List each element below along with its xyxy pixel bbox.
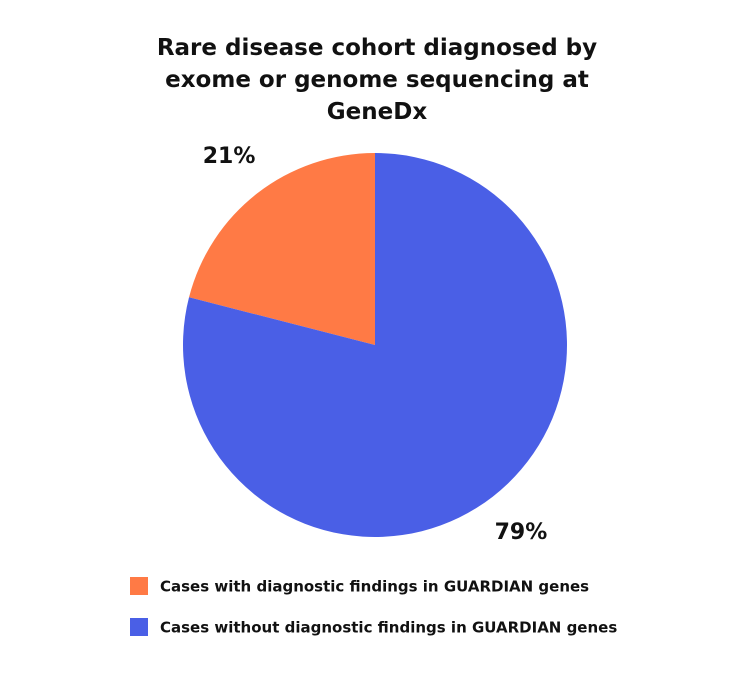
slice-label: 79%	[495, 520, 548, 545]
legend-swatch	[130, 618, 148, 636]
legend-label: Cases without diagnostic findings in GUA…	[160, 619, 617, 637]
legend-label: Cases with diagnostic findings in GUARDI…	[160, 578, 589, 596]
slice-label: 21%	[203, 144, 256, 169]
legend-swatch	[130, 577, 148, 595]
pie-slice	[182, 153, 567, 537]
chart-title: Rare disease cohort diagnosed by exome o…	[156, 35, 598, 125]
pie-slice	[189, 153, 375, 345]
